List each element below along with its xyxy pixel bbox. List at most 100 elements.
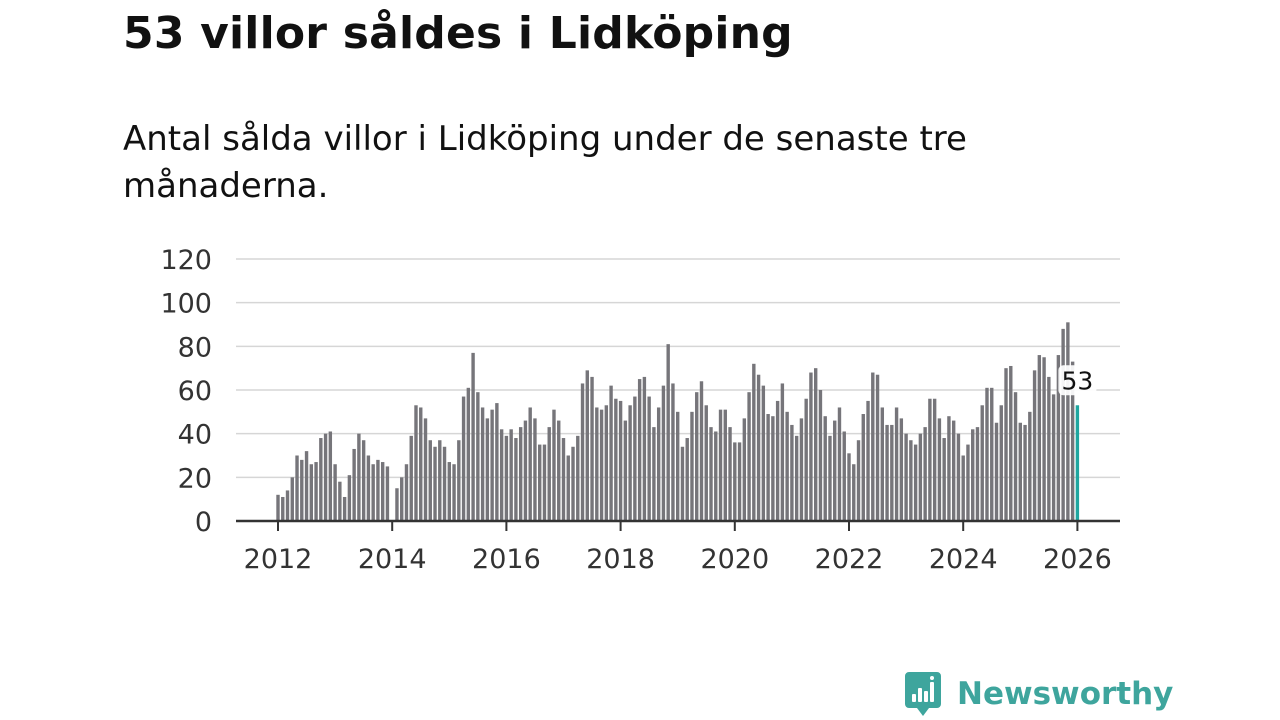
bar <box>866 400 870 521</box>
bar <box>923 427 927 521</box>
bar <box>761 385 766 521</box>
bar <box>385 466 390 521</box>
bar <box>723 409 727 521</box>
bar <box>300 459 304 521</box>
bar <box>447 462 451 521</box>
x-tick-label-2020: 2020 <box>700 544 769 575</box>
bar <box>380 462 385 521</box>
bar <box>975 427 980 521</box>
bar <box>671 383 675 521</box>
bar <box>918 433 923 521</box>
bar <box>1066 322 1070 521</box>
y-tick-label-100: 100 <box>160 289 212 320</box>
x-tick-label-2018: 2018 <box>586 544 655 575</box>
bar <box>837 407 842 521</box>
bars <box>276 322 1080 521</box>
bar <box>685 438 689 521</box>
bar <box>452 464 456 521</box>
bar <box>733 442 737 521</box>
bar <box>966 444 970 521</box>
bar <box>647 396 651 521</box>
bar <box>994 422 999 521</box>
bar <box>1013 392 1018 521</box>
bar <box>794 435 799 521</box>
bar <box>438 440 442 521</box>
bar <box>676 411 680 521</box>
x-tick-label-2012: 2012 <box>244 544 313 575</box>
bar <box>718 409 723 521</box>
bar <box>276 494 280 521</box>
bar <box>642 376 647 521</box>
bar <box>328 431 333 521</box>
bar <box>433 446 437 521</box>
bar <box>985 387 989 521</box>
bar <box>542 444 547 521</box>
newsworthy-brand-name: Newsworthy <box>957 676 1174 712</box>
bar <box>695 392 699 521</box>
bar <box>823 416 827 521</box>
chart-subtitle: Antal sålda villor i Lidköping under de … <box>123 119 967 206</box>
bar <box>1061 328 1065 521</box>
bar <box>747 392 751 521</box>
bar <box>628 405 632 521</box>
bar <box>476 392 480 521</box>
bar <box>419 407 423 521</box>
x-tick-label-2016: 2016 <box>472 544 541 575</box>
bar <box>366 455 371 521</box>
data-labels: 53 <box>1058 365 1097 396</box>
bar <box>395 488 399 521</box>
bar <box>714 431 718 521</box>
bar <box>490 409 494 521</box>
bar <box>309 464 314 521</box>
bar <box>861 414 865 521</box>
latest-value-label: 53 <box>1058 365 1097 396</box>
bar <box>466 387 471 521</box>
bar <box>875 374 880 521</box>
bar <box>538 444 542 521</box>
bar <box>752 363 756 521</box>
bar <box>852 464 856 521</box>
bar <box>404 464 409 521</box>
bar <box>637 379 642 521</box>
bar <box>471 352 475 521</box>
bar <box>361 440 366 521</box>
bar <box>1037 355 1042 521</box>
bar <box>780 383 785 521</box>
bar <box>285 490 290 521</box>
x-tick-label-2026: 2026 <box>1043 544 1112 575</box>
bar <box>1028 411 1032 521</box>
bar <box>899 418 904 521</box>
bar <box>1056 355 1061 521</box>
bar <box>913 444 918 521</box>
bar <box>842 431 846 521</box>
bar <box>623 420 628 521</box>
bar <box>533 418 537 521</box>
latest-value-label-bg <box>1058 365 1097 396</box>
bar <box>656 407 661 521</box>
bar <box>347 475 352 521</box>
bar <box>790 424 794 521</box>
bar <box>956 433 961 521</box>
bar <box>1023 424 1027 521</box>
bar <box>585 370 589 521</box>
bar <box>618 400 623 521</box>
bar <box>514 438 518 521</box>
bar <box>423 418 428 521</box>
bar <box>461 396 466 521</box>
x-axis-ticks: 2012 2014 2016 2018 2020 2022 2024 2026 <box>244 521 1112 575</box>
bar <box>690 411 694 521</box>
bar <box>357 433 361 521</box>
bar <box>604 405 609 521</box>
latest-value-label-text: 53 <box>1061 366 1093 395</box>
bar <box>595 407 599 521</box>
y-tick-label-40: 40 <box>178 420 212 451</box>
bar <box>680 446 685 521</box>
bar <box>1042 357 1046 521</box>
bar <box>942 438 946 521</box>
bar <box>409 435 413 521</box>
bar <box>771 416 775 521</box>
bar <box>756 374 761 521</box>
bar <box>728 427 732 521</box>
chart-title: 53 villor såldes i Lidköping <box>123 8 793 59</box>
bar <box>699 381 704 521</box>
